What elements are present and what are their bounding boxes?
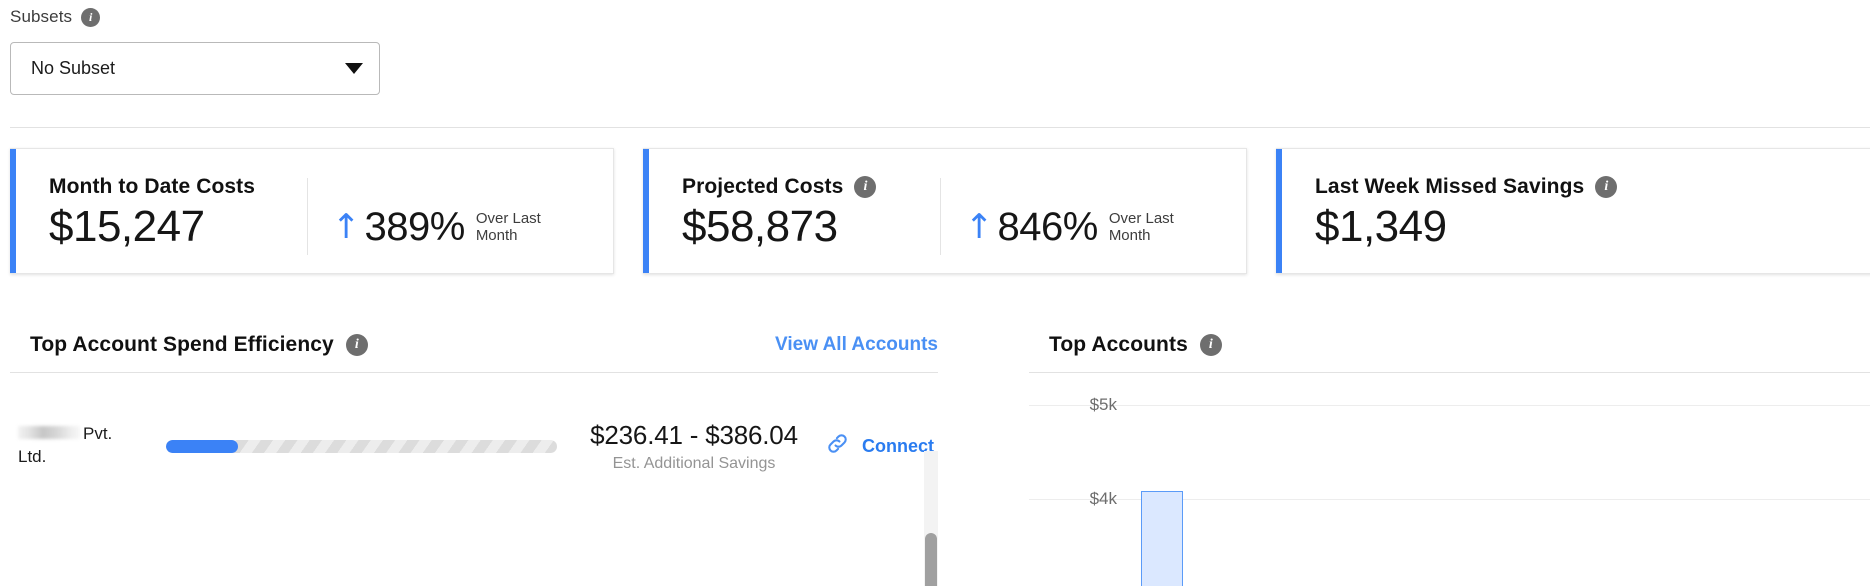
kpi-card-month-to-date-costs: Month to Date Costs $15,247 ↑ 389% Over … — [10, 148, 614, 274]
kpi-main: Projected Costs i $58,873 — [649, 149, 940, 273]
subsets-filter: Subsets i No Subset — [10, 6, 380, 95]
kpi-delta-percent: 846% — [997, 205, 1099, 249]
info-icon[interactable]: i — [1199, 334, 1222, 356]
kpi-main: Month to Date Costs $15,247 — [16, 149, 307, 273]
spend-efficiency-title-row: Top Account Spend Efficiency i — [30, 333, 368, 357]
kpi-value: $58,873 — [682, 202, 838, 251]
kpi-body: Month to Date Costs $15,247 ↑ 389% Over … — [16, 149, 613, 273]
kpi-main: Last Week Missed Savings i $1,349 — [1282, 149, 1870, 273]
info-icon[interactable]: i — [345, 334, 368, 356]
account-list-scrollbar-thumb[interactable] — [925, 533, 937, 586]
kpi-body: Projected Costs i $58,873 ↑ 846% Over La… — [649, 149, 1246, 273]
panel-title: Top Account Spend Efficiency — [30, 333, 334, 356]
kpi-title-row: Month to Date Costs — [49, 175, 307, 199]
top-accounts-panel: Top Accounts i $5k $4k — [1029, 318, 1870, 586]
chart-y-tick: $4k — [1089, 489, 1117, 508]
kpi-delta-inner: ↑ 389% Over Last Month — [332, 207, 562, 247]
panel-rule — [1029, 372, 1870, 373]
kpi-value: $1,349 — [1315, 202, 1447, 251]
section-divider — [10, 127, 1870, 128]
top-accounts-header: Top Accounts i — [1029, 318, 1870, 372]
info-icon[interactable]: i — [1595, 176, 1618, 198]
subsets-selected-value: No Subset — [31, 58, 116, 78]
panel-title: Top Accounts — [1049, 333, 1188, 356]
chart-plot: $5k $4k — [1029, 375, 1870, 586]
savings-caption: Est. Additional Savings — [612, 454, 776, 472]
kpi-delta: ↑ 389% Over Last Month — [307, 178, 613, 255]
kpi-card-last-week-missed-savings: Last Week Missed Savings i $1,349 — [1276, 148, 1870, 274]
chart-gridline — [1029, 405, 1870, 406]
chart-bar[interactable] — [1141, 491, 1183, 586]
kpi-delta-percent: 389% — [364, 205, 466, 249]
view-all-accounts-link[interactable]: View All Accounts — [775, 334, 938, 355]
account-name-suffix: Pvt. Ltd. — [18, 424, 113, 466]
account-list-scrollbar-track[interactable] — [924, 451, 938, 586]
kpi-title: Projected Costs — [682, 175, 844, 198]
kpi-card-projected-costs: Projected Costs i $58,873 ↑ 846% Over La… — [643, 148, 1247, 274]
subsets-label: Subsets — [10, 7, 73, 26]
account-list: Pvt. Ltd. $236.41 - $386.04 Est. Additio… — [10, 373, 938, 586]
kpi-accent-bar — [643, 149, 649, 273]
kpi-delta-caption: Over Last Month — [475, 209, 541, 244]
chevron-down-icon — [345, 63, 363, 74]
kpi-delta: ↑ 846% Over Last Month — [940, 178, 1246, 255]
kpi-delta-caption: Over Last Month — [1108, 209, 1174, 244]
kpi-value: $15,247 — [49, 202, 205, 251]
kpi-title-row: Projected Costs i — [682, 175, 940, 199]
connect-label: Connect — [862, 435, 934, 456]
info-icon[interactable]: i — [854, 176, 877, 198]
top-accounts-title-row: Top Accounts i — [1049, 333, 1222, 357]
kpi-accent-bar — [1276, 149, 1282, 273]
kpi-accent-bar — [10, 149, 16, 273]
savings-range: $236.41 - $386.04 — [590, 419, 798, 450]
kpi-delta-inner: ↑ 846% Over Last Month — [965, 207, 1195, 247]
subsets-label-row: Subsets i — [10, 6, 380, 28]
kpi-card-row: Month to Date Costs $15,247 ↑ 389% Over … — [10, 148, 1870, 274]
info-icon[interactable]: i — [81, 7, 101, 27]
spend-efficiency-panel: Top Account Spend Efficiency i View All … — [10, 318, 938, 586]
connect-action[interactable]: Connect — [825, 431, 934, 461]
arrow-up-icon: ↑ — [332, 207, 361, 247]
list-item[interactable]: Pvt. Ltd. $236.41 - $386.04 Est. Additio… — [10, 409, 938, 483]
redacted-name-mask — [18, 426, 80, 440]
kpi-title-row: Last Week Missed Savings i — [1315, 175, 1870, 199]
chart-y-tick: $5k — [1089, 395, 1117, 414]
efficiency-progress-bar — [166, 439, 557, 453]
spend-efficiency-header: Top Account Spend Efficiency i View All … — [10, 318, 938, 372]
kpi-title: Last Week Missed Savings — [1315, 175, 1585, 198]
chart-bar-group — [1133, 375, 1860, 586]
panel-rule — [10, 372, 938, 373]
subsets-select[interactable]: No Subset — [10, 42, 380, 95]
account-name: Pvt. Ltd. — [18, 423, 150, 469]
link-chain-icon — [825, 431, 850, 461]
efficiency-progress-fill — [166, 439, 239, 453]
savings-cell: $236.41 - $386.04 Est. Additional Saving… — [585, 420, 803, 473]
top-accounts-chart: $5k $4k — [1029, 375, 1870, 586]
kpi-title: Month to Date Costs — [49, 175, 256, 198]
kpi-body: Last Week Missed Savings i $1,349 — [1282, 149, 1870, 273]
arrow-up-icon: ↑ — [965, 207, 994, 247]
chart-gridline — [1029, 499, 1870, 500]
